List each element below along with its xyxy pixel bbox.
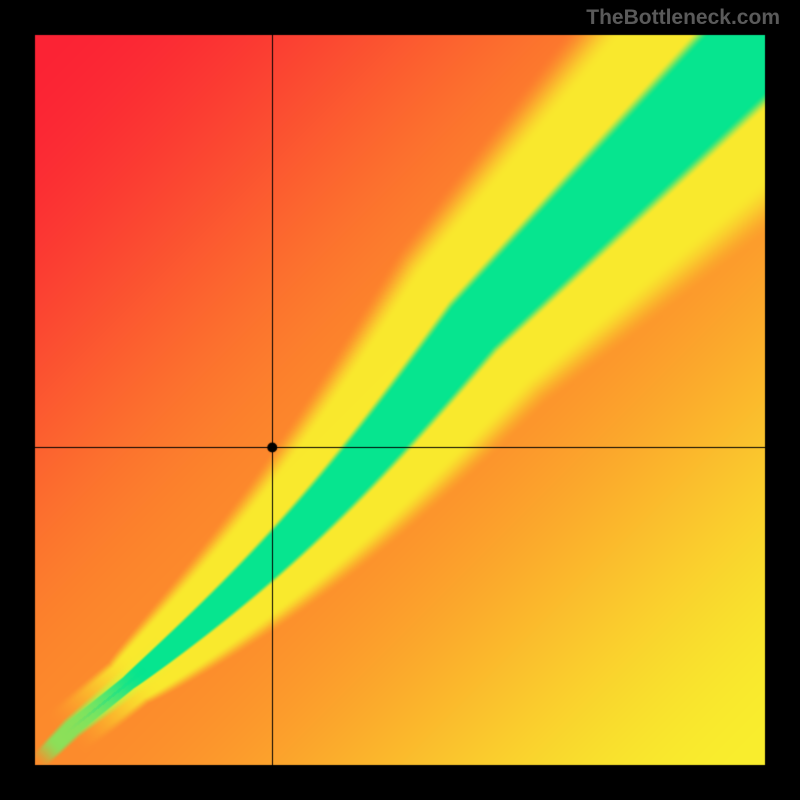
chart-container: TheBottleneck.com — [0, 0, 800, 800]
watermark-label: TheBottleneck.com — [586, 6, 780, 30]
bottleneck-heatmap — [0, 0, 800, 800]
